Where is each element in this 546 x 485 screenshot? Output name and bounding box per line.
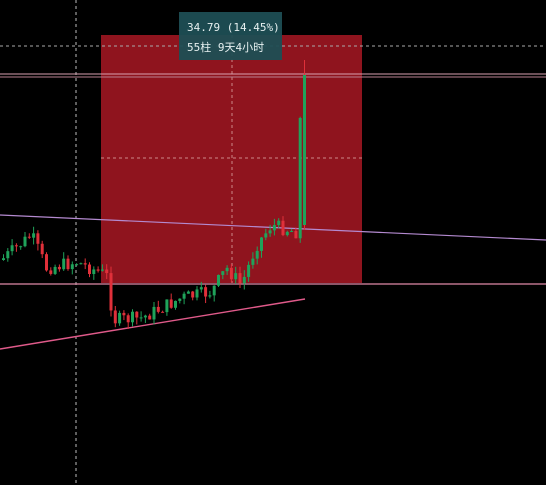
candle-part: [255, 250, 259, 259]
candle-part: [32, 233, 36, 238]
candle-part: [290, 231, 294, 233]
candle-part: [174, 300, 177, 308]
candle-part: [53, 266, 57, 274]
candle-part: [251, 258, 255, 265]
tooltip-span: 55柱 9天4小时: [187, 41, 265, 54]
candle-part: [225, 267, 229, 272]
candle-part: [96, 269, 100, 271]
candle-part: [148, 315, 152, 320]
candle-part: [268, 230, 272, 234]
candle-part: [139, 317, 143, 319]
candle-part: [57, 266, 61, 270]
candle-part: [62, 258, 66, 270]
candle-part: [113, 310, 117, 324]
candle-part: [247, 264, 251, 277]
candle-part: [36, 233, 40, 244]
candle-part: [10, 245, 14, 252]
candle-part: [40, 243, 44, 255]
candle-part: [27, 236, 31, 238]
candle-part: [83, 263, 87, 265]
candle-part: [143, 315, 147, 318]
candle-part: [264, 233, 268, 238]
candle-part: [19, 246, 23, 248]
candle-part: [14, 245, 18, 247]
candle-part: [92, 269, 96, 275]
candle-part: [161, 311, 165, 313]
candle-part: [109, 273, 113, 311]
candle-part: [277, 220, 281, 226]
candle-part: [105, 269, 109, 274]
candle-part: [221, 271, 225, 275]
candle-part: [152, 306, 156, 320]
candle-part: [208, 295, 212, 297]
candle-part: [126, 315, 130, 323]
candle-part: [204, 287, 208, 297]
candle-part: [75, 264, 79, 266]
candle-part: [131, 311, 134, 323]
candle-part: [234, 273, 238, 280]
candle-part: [238, 273, 242, 284]
candle-part: [182, 293, 186, 299]
candle-part: [135, 311, 139, 318]
candle-part: [186, 291, 190, 294]
candle-part: [217, 274, 220, 286]
candles: [2, 60, 306, 329]
candle-part: [260, 237, 263, 251]
candle-part: [79, 263, 83, 265]
candle-part: [178, 298, 182, 301]
trend-line-lower: [0, 298, 306, 350]
candle-part: [169, 299, 173, 308]
candle-part: [49, 270, 53, 274]
tooltip-change: 34.79 (14.45%): [187, 21, 280, 34]
candle-part: [212, 285, 216, 296]
candle-part: [100, 269, 104, 271]
candle-part: [70, 264, 74, 270]
candle-part: [298, 117, 302, 239]
candle-part: [122, 312, 126, 316]
candle-part: [294, 231, 298, 239]
candle-part: [242, 276, 246, 284]
candle-part: [118, 312, 122, 324]
candle-part: [88, 264, 91, 275]
candle-part: [2, 258, 5, 260]
candle-part: [45, 254, 48, 271]
candle-part: [165, 299, 169, 313]
candle-part: [229, 267, 233, 280]
candle-part: [191, 291, 195, 298]
candle-part: [199, 287, 203, 290]
candle-part: [195, 289, 199, 298]
candle-part: [156, 306, 160, 312]
candle-part: [285, 231, 289, 236]
measure-tooltip: 34.79 (14.45%) 55柱 9天4小时: [179, 12, 282, 60]
candle-part: [23, 236, 27, 247]
candle-part: [281, 220, 285, 236]
candle-part: [272, 225, 276, 231]
candle-part: [303, 75, 306, 225]
candle-part: [6, 251, 10, 259]
candle-part: [66, 258, 70, 270]
